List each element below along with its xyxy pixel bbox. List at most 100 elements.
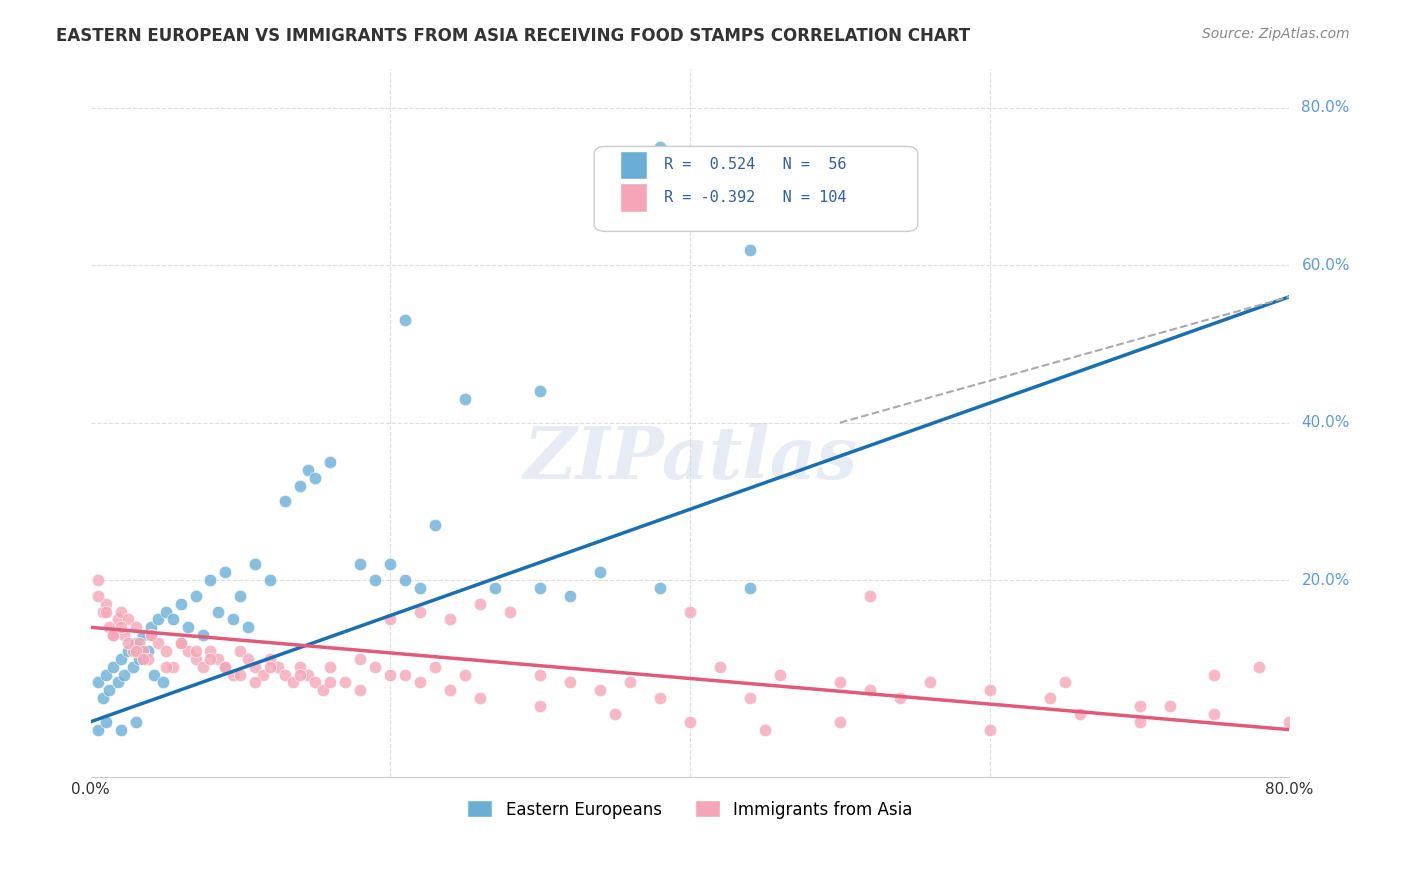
Point <box>754 723 776 737</box>
FancyBboxPatch shape <box>595 146 918 231</box>
Point <box>124 714 146 729</box>
Point <box>191 628 214 642</box>
Text: R = -0.392   N = 104: R = -0.392 N = 104 <box>664 190 846 205</box>
Point <box>132 652 155 666</box>
Point <box>139 620 162 634</box>
Point <box>128 652 150 666</box>
Point <box>117 636 139 650</box>
Point <box>918 675 941 690</box>
Point <box>191 659 214 673</box>
Point <box>200 652 222 666</box>
Point <box>769 667 792 681</box>
Point <box>142 667 165 681</box>
Point <box>335 675 357 690</box>
Point <box>169 636 191 650</box>
Point <box>177 644 200 658</box>
Point <box>589 566 612 580</box>
Point <box>124 644 146 658</box>
Point <box>560 589 582 603</box>
Point <box>454 392 477 406</box>
Point <box>97 683 120 698</box>
Point <box>1278 714 1301 729</box>
Point <box>101 628 124 642</box>
Point <box>589 683 612 698</box>
Text: 20.0%: 20.0% <box>1302 573 1350 588</box>
Point <box>110 723 132 737</box>
Point <box>91 691 114 706</box>
Point <box>380 558 402 572</box>
FancyBboxPatch shape <box>620 183 647 211</box>
Point <box>529 384 551 399</box>
Point <box>290 667 312 681</box>
Point <box>349 683 371 698</box>
Point <box>222 667 245 681</box>
Point <box>499 605 522 619</box>
Point <box>155 644 177 658</box>
Point <box>529 581 551 595</box>
Point <box>603 706 626 721</box>
Text: EASTERN EUROPEAN VS IMMIGRANTS FROM ASIA RECEIVING FOOD STAMPS CORRELATION CHART: EASTERN EUROPEAN VS IMMIGRANTS FROM ASIA… <box>56 27 970 45</box>
Point <box>380 612 402 626</box>
Point <box>236 652 259 666</box>
Point <box>738 691 761 706</box>
Point <box>200 573 222 587</box>
Point <box>107 675 129 690</box>
Point <box>1129 699 1152 714</box>
Point <box>229 667 252 681</box>
Point <box>364 659 387 673</box>
Point <box>979 683 1001 698</box>
Point <box>97 620 120 634</box>
Point <box>274 494 297 508</box>
Point <box>312 683 335 698</box>
Point <box>200 644 222 658</box>
Point <box>274 667 297 681</box>
Point <box>87 573 110 587</box>
Point <box>304 675 326 690</box>
Point <box>139 628 162 642</box>
Text: 40.0%: 40.0% <box>1302 415 1350 430</box>
Point <box>1039 691 1062 706</box>
Point <box>162 659 184 673</box>
Point <box>136 652 159 666</box>
Point <box>859 589 882 603</box>
Point <box>319 455 342 469</box>
Point <box>425 518 447 533</box>
Point <box>146 612 169 626</box>
Point <box>136 644 159 658</box>
Point <box>245 659 267 673</box>
Point <box>112 667 135 681</box>
Point <box>236 620 259 634</box>
Point <box>394 573 416 587</box>
Point <box>146 636 169 650</box>
Point <box>267 659 290 673</box>
Point <box>454 667 477 681</box>
Point <box>110 652 132 666</box>
Point <box>94 605 117 619</box>
Point <box>349 558 371 572</box>
Point <box>470 691 492 706</box>
Point <box>648 691 671 706</box>
Text: Source: ZipAtlas.com: Source: ZipAtlas.com <box>1202 27 1350 41</box>
Point <box>117 612 139 626</box>
Point <box>87 675 110 690</box>
Point <box>364 573 387 587</box>
Point <box>439 612 461 626</box>
Point <box>245 675 267 690</box>
Point <box>222 612 245 626</box>
Point <box>709 659 731 673</box>
Point <box>207 605 229 619</box>
Point <box>281 675 304 690</box>
Point <box>679 714 702 729</box>
Point <box>184 652 207 666</box>
Point <box>112 628 135 642</box>
Point <box>162 612 184 626</box>
Point <box>177 620 200 634</box>
Point <box>529 667 551 681</box>
Point <box>259 652 281 666</box>
Legend: Eastern Europeans, Immigrants from Asia: Eastern Europeans, Immigrants from Asia <box>461 794 920 825</box>
Point <box>207 652 229 666</box>
Point <box>979 723 1001 737</box>
Point <box>297 463 319 477</box>
Point <box>319 659 342 673</box>
Point <box>394 313 416 327</box>
